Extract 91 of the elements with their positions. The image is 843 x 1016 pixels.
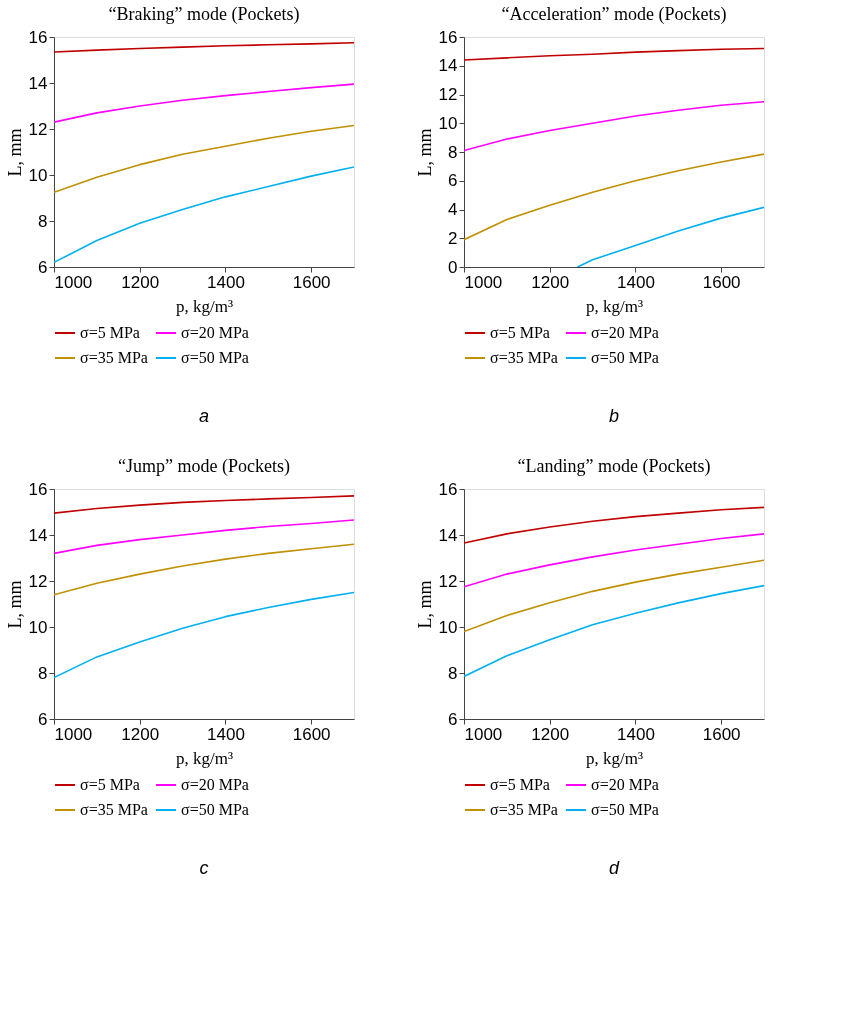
y-axis-title: L, mm <box>414 128 435 177</box>
line-series <box>54 495 354 514</box>
legend-label: σ=35 MPa <box>80 801 148 818</box>
x-tick-label: 1000 <box>54 724 93 744</box>
line-series <box>54 83 354 123</box>
y-tick-label: 8 <box>38 211 48 231</box>
chart-title: “Acceleration” mode (Pockets) <box>501 4 727 25</box>
chart-title: “Braking” mode (Pockets) <box>108 4 300 25</box>
line-series <box>464 506 764 544</box>
legend-label: σ=50 MPa <box>181 801 249 818</box>
y-tick-label: 14 <box>438 56 458 76</box>
chart-title: “Landing” mode (Pockets) <box>517 456 711 477</box>
legend-label: σ=50 MPa <box>591 349 659 366</box>
y-tick-label: 8 <box>38 663 48 683</box>
y-tick-label: 10 <box>28 617 48 637</box>
x-axis-title: p, kg/m³ <box>175 748 234 768</box>
line-series <box>576 206 764 267</box>
y-tick-label: 16 <box>28 479 48 499</box>
x-axis-title: p, kg/m³ <box>585 748 644 768</box>
line-series <box>54 543 354 596</box>
x-tick-label: 1200 <box>121 272 160 292</box>
line-series <box>464 533 764 588</box>
y-tick-label: 6 <box>38 709 48 729</box>
y-axis-title: L, mm <box>414 580 435 629</box>
y-tick-label: 12 <box>28 119 48 139</box>
y-tick-label: 6 <box>38 257 48 277</box>
legend-label: σ=5 MPa <box>490 324 550 341</box>
x-tick-label: 1000 <box>464 724 503 744</box>
x-tick-label: 1600 <box>702 272 741 292</box>
legend-label: σ=5 MPa <box>490 776 550 793</box>
y-tick-label: 14 <box>28 73 48 93</box>
legend-label: σ=20 MPa <box>591 776 659 793</box>
legend-label: σ=50 MPa <box>181 349 249 366</box>
legend-label: σ=35 MPa <box>80 349 148 366</box>
line-series <box>464 100 764 152</box>
line-series <box>54 519 354 555</box>
legend-label: σ=20 MPa <box>591 324 659 341</box>
legend-label: σ=20 MPa <box>181 776 249 793</box>
text: d <box>608 858 620 878</box>
y-tick-label: 6 <box>448 171 458 191</box>
legend-label: σ=20 MPa <box>181 324 249 341</box>
legend-label: σ=50 MPa <box>591 801 659 818</box>
y-tick-label: 6 <box>448 709 458 729</box>
text: a <box>198 406 210 426</box>
y-tick-label: 12 <box>438 571 458 591</box>
y-tick-label: 16 <box>28 27 48 47</box>
y-tick-label: 4 <box>448 200 458 219</box>
y-tick-label: 16 <box>438 27 458 47</box>
x-axis-title: p, kg/m³ <box>585 296 644 316</box>
legend-label: σ=5 MPa <box>80 776 140 793</box>
text: b <box>608 406 620 426</box>
y-tick-label: 12 <box>438 85 458 104</box>
x-tick-label: 1600 <box>702 724 741 744</box>
x-tick-label: 1400 <box>617 724 655 744</box>
y-tick-label: 0 <box>448 257 458 277</box>
y-tick-label: 14 <box>28 525 48 545</box>
x-tick-label: 1400 <box>207 724 245 744</box>
line-series <box>54 591 354 679</box>
y-tick-label: 10 <box>438 113 458 133</box>
legend-label: σ=35 MPa <box>490 801 558 818</box>
line-series <box>464 559 764 633</box>
x-tick-label: 1600 <box>292 272 331 292</box>
y-axis-title: L, mm <box>4 128 25 177</box>
y-tick-label: 10 <box>438 617 458 637</box>
y-tick-label: 8 <box>448 142 458 162</box>
y-tick-label: 2 <box>448 228 458 248</box>
x-tick-label: 1200 <box>531 272 570 292</box>
x-tick-label: 1600 <box>292 724 331 744</box>
y-tick-label: 12 <box>28 571 48 591</box>
y-tick-label: 8 <box>448 663 458 683</box>
line-series <box>464 584 764 678</box>
y-tick-label: 16 <box>438 479 458 499</box>
x-tick-label: 1400 <box>207 272 245 292</box>
x-tick-label: 1400 <box>617 272 655 292</box>
x-tick-label: 1200 <box>121 724 160 744</box>
line-series <box>464 153 764 241</box>
line-series <box>54 41 354 53</box>
legend-label: σ=5 MPa <box>80 324 140 341</box>
y-tick-label: 14 <box>438 525 458 545</box>
x-tick-label: 1200 <box>531 724 570 744</box>
line-series <box>54 124 354 194</box>
y-axis-title: L, mm <box>4 580 25 629</box>
x-tick-label: 1000 <box>54 272 93 292</box>
x-tick-label: 1000 <box>464 272 503 292</box>
text: c <box>199 858 209 878</box>
legend-label: σ=35 MPa <box>490 349 558 366</box>
line-series <box>464 47 764 61</box>
y-tick-label: 10 <box>28 165 48 185</box>
line-series <box>54 166 354 264</box>
x-axis-title: p, kg/m³ <box>175 296 234 316</box>
chart-title: “Jump” mode (Pockets) <box>118 456 290 477</box>
